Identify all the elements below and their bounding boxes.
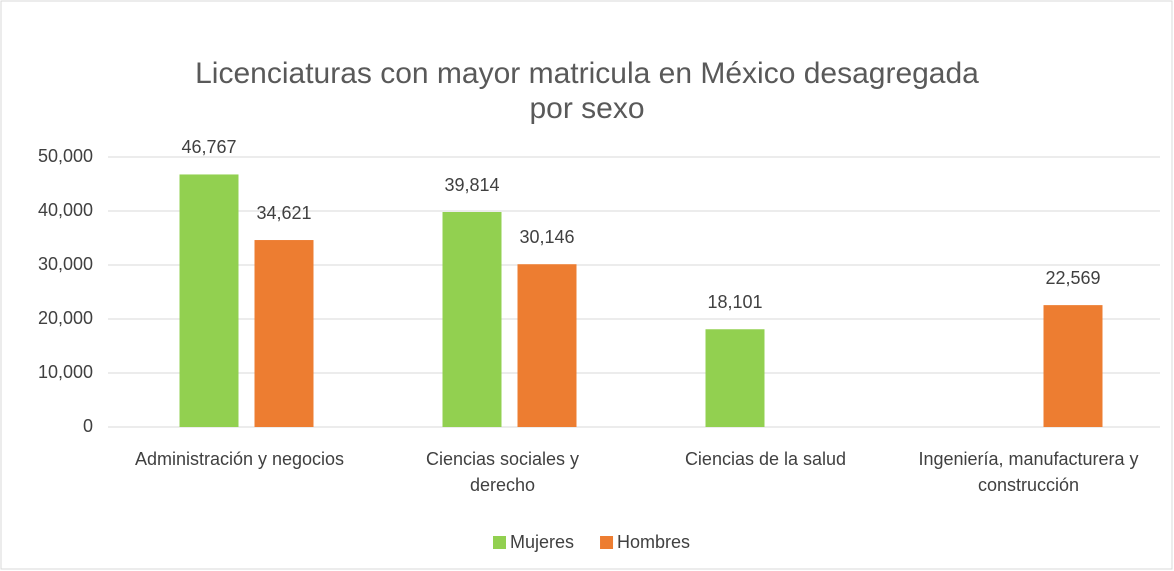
data-label: 30,146 xyxy=(519,227,574,247)
legend-swatch xyxy=(600,536,614,549)
x-tick-label: Administración y negocios xyxy=(134,449,345,469)
data-label: 34,621 xyxy=(256,203,311,223)
y-tick-label: 20,000 xyxy=(38,308,93,328)
bar xyxy=(179,174,239,427)
legend-label: Hombres xyxy=(617,532,690,552)
legend-label: Mujeres xyxy=(510,532,574,552)
y-tick-label: 30,000 xyxy=(38,254,93,274)
bar xyxy=(254,240,314,427)
y-tick-label: 0 xyxy=(83,416,93,436)
legend-swatch xyxy=(493,536,506,549)
y-tick-label: 40,000 xyxy=(38,200,93,220)
bar xyxy=(517,264,577,427)
x-tick-label: Ingeniería, manufacturera y construcción xyxy=(918,449,1139,495)
bar xyxy=(442,212,502,427)
data-label: 39,814 xyxy=(444,175,499,195)
y-tick-label: 10,000 xyxy=(38,362,93,382)
x-tick-label: Ciencias de la salud xyxy=(684,449,847,469)
bar xyxy=(705,329,765,427)
chart-title: Licenciaturas con mayor matricula en Méx… xyxy=(195,57,979,125)
data-label: 22,569 xyxy=(1045,268,1100,288)
bar xyxy=(1043,305,1103,427)
x-tick-label: Ciencias sociales y derecho xyxy=(425,449,580,495)
data-label: 18,101 xyxy=(707,292,762,312)
data-label: 46,767 xyxy=(181,137,236,157)
y-tick-label: 50,000 xyxy=(38,146,93,166)
